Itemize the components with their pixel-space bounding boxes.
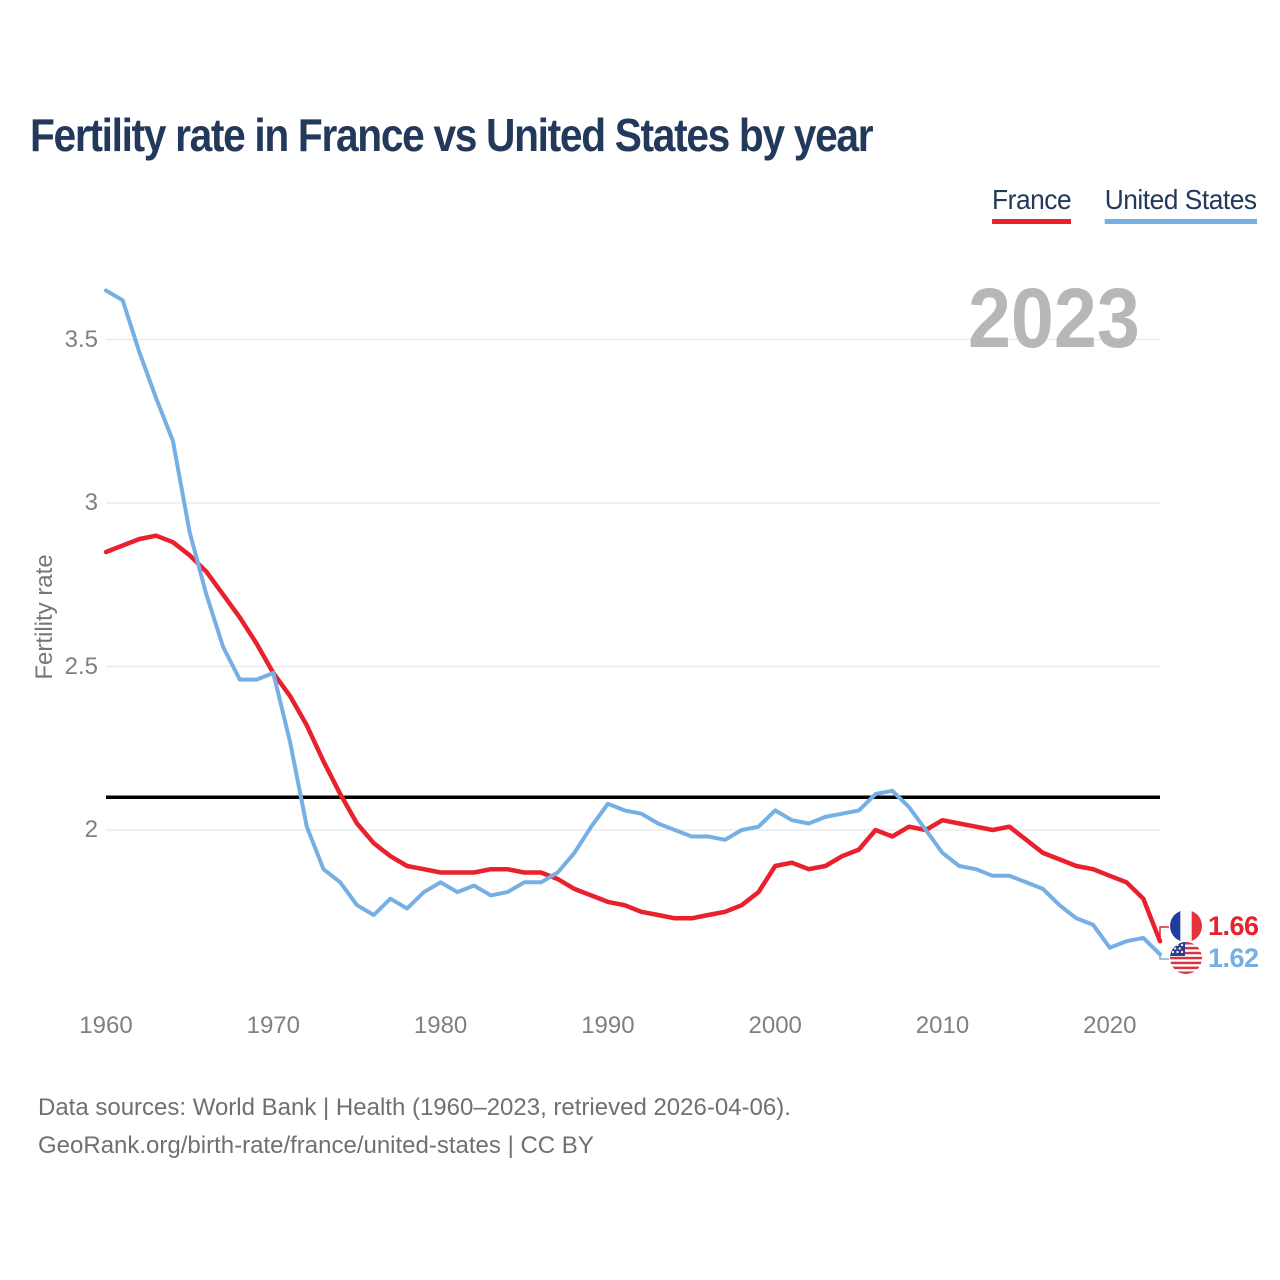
legend-item-france[interactable]: France [992, 184, 1072, 224]
x-tick-label: 1990 [581, 1012, 635, 1039]
footer-sources-line: Data sources: World Bank | Health (1960–… [38, 1094, 791, 1121]
us-flag-icon [1170, 942, 1202, 974]
x-tick-label: 2020 [1083, 1012, 1137, 1039]
france-line [103, 533, 1163, 944]
x-tick-label: 1960 [79, 1012, 133, 1039]
united-states-end-label: 1.62 [1169, 941, 1259, 975]
france-flag-icon [1170, 910, 1202, 942]
france-end-label: 1.66 [1169, 909, 1259, 943]
end-label-connectors [1159, 926, 1169, 960]
france-label-connector [1159, 926, 1169, 942]
x-tick-label: 1980 [413, 1012, 468, 1039]
y-tick-label: 2.5 [64, 652, 98, 680]
legend: France United States [987, 184, 1257, 224]
page-title: Fertility rate in France vs United State… [30, 109, 874, 161]
footer: Data sources: World Bank | Health (1960–… [38, 1089, 791, 1165]
year-watermark: 2023 [968, 271, 1140, 365]
x-tick-label: 2010 [915, 1012, 970, 1039]
footer-attribution-line: GeoRank.org/birth-rate/france/united-sta… [38, 1132, 594, 1159]
x-tick-label: 2000 [748, 1012, 802, 1039]
y-tick-label: 3.5 [64, 325, 98, 353]
legend-item-united-states[interactable]: United States [1105, 184, 1257, 224]
x-tick-label: 1970 [246, 1012, 300, 1039]
united-states-line [104, 288, 1162, 957]
france-end-value: 1.66 [1208, 910, 1259, 941]
y-tick-label: 3 [84, 489, 98, 516]
data-series [103, 288, 1163, 957]
united-states-label-connector [1159, 954, 1169, 960]
y-tick-label: 2 [84, 816, 98, 843]
gridlines [106, 338, 1160, 831]
united-states-end-value: 1.62 [1208, 942, 1259, 973]
